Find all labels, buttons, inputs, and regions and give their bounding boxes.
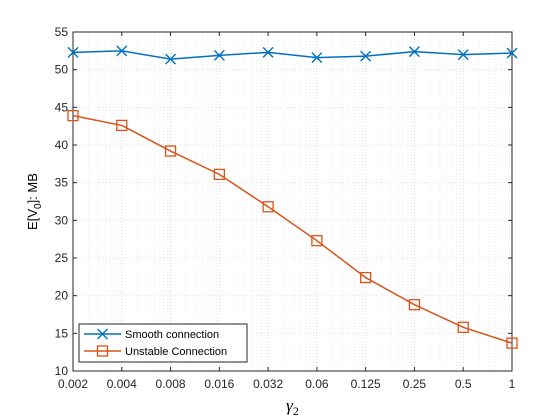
y-tick-label: 45 (55, 100, 69, 114)
y-tick-label: 55 (55, 25, 69, 39)
series-line (72, 114, 513, 344)
marker-stroke (97, 328, 108, 340)
legend-item-0: Smooth connection (84, 328, 219, 341)
marker-stroke (360, 50, 372, 62)
data-point (97, 328, 108, 340)
series-0 (67, 45, 518, 65)
y-tick-label: 30 (55, 213, 69, 227)
x-axis-label: γ2 (286, 396, 299, 418)
marker-stroke (213, 49, 225, 61)
data-point (408, 299, 421, 311)
data-point (457, 49, 469, 61)
data-point (506, 337, 518, 349)
data-point (262, 46, 274, 58)
data-point (67, 109, 79, 122)
x-tick-label: 0.06 (305, 377, 329, 391)
y-tick-label: 40 (55, 138, 69, 152)
data-point (116, 119, 128, 132)
y-tick-label: 20 (55, 289, 69, 303)
data-point (164, 145, 177, 157)
tick-labels: 10 15 20 25 30 35 40 45 50 55 0.002 0.004 0.008 0.016… (55, 25, 516, 391)
marker-stroke (311, 52, 323, 64)
data-point (408, 46, 420, 58)
x-tick-label: 0.004 (107, 377, 137, 391)
data-point (213, 49, 225, 61)
data-point (213, 168, 225, 181)
y-tick-label: 35 (55, 176, 69, 190)
legend: Smooth connection Unstable Connection (78, 323, 248, 363)
data-point (96, 345, 109, 357)
x-tick-label: 0.016 (204, 377, 234, 391)
x-tick-label: 0.25 (403, 377, 427, 391)
legend-label: Smooth connection (125, 329, 219, 341)
x-tick-label: 1 (509, 377, 516, 391)
axes (72, 31, 513, 372)
data-point (506, 47, 518, 59)
x-tick-label: 0.008 (156, 377, 186, 391)
data-point (311, 52, 323, 64)
marker-stroke (165, 53, 177, 65)
axes-box (72, 31, 513, 372)
data-point (360, 50, 372, 62)
marker-stroke (457, 49, 469, 61)
x-tick-label: 0.032 (253, 377, 283, 391)
y-tick-label: 50 (55, 63, 69, 77)
data-point (67, 46, 79, 58)
marker-stroke (67, 46, 79, 58)
data-point (311, 235, 323, 247)
x-tick-label: 0.002 (58, 377, 88, 391)
data-point (116, 45, 128, 57)
marker-stroke (506, 47, 518, 59)
data-point (457, 321, 469, 333)
data-point (165, 53, 177, 65)
series-1 (67, 109, 518, 349)
legend-label: Unstable Connection (125, 346, 227, 358)
x-tick-label: 0.125 (351, 377, 381, 391)
y-tick-label: 15 (55, 326, 69, 340)
y-axis-label: E[V0]: MB (25, 173, 44, 230)
marker-stroke (262, 46, 274, 58)
series-line (72, 50, 513, 60)
x-tick-label: 0.5 (455, 377, 472, 391)
legend-item-1: Unstable Connection (84, 345, 227, 358)
y-tick-label: 10 (55, 364, 69, 378)
y-tick-label: 25 (55, 251, 69, 265)
data-point (360, 271, 372, 284)
marker-stroke (408, 46, 420, 58)
data-series (67, 45, 518, 349)
plot-area (73, 32, 512, 371)
data-point (262, 201, 274, 213)
marker-stroke (116, 45, 128, 57)
axis-labels: γ2 E[V0]: MB (25, 173, 299, 418)
